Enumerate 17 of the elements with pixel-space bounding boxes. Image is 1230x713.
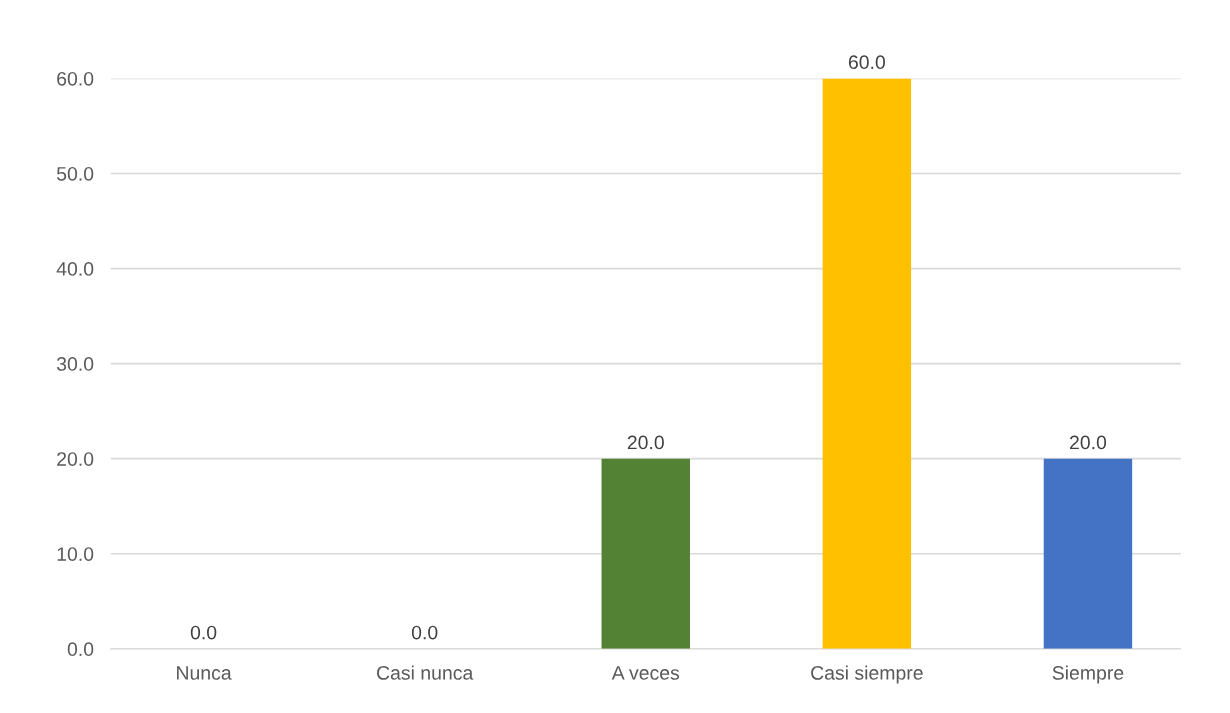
y-tick-label: 20.0: [57, 452, 94, 466]
x-tick-label: Nunca: [177, 666, 232, 680]
x-tick-label: Casi siempre: [811, 665, 923, 684]
data-label: 20.0: [1070, 435, 1107, 450]
data-label: 0.0: [411, 625, 438, 640]
y-tick-label: 50.0: [56, 166, 94, 181]
x-tick-label: Siempre: [1052, 665, 1124, 684]
data-label: 0.0: [190, 625, 217, 640]
x-tick-label: Casi nunca: [377, 665, 474, 680]
y-tick-label: 60.0: [57, 71, 94, 86]
y-tick-label: 10.0: [57, 547, 94, 561]
data-label: 20.0: [627, 435, 664, 450]
data-label: 60.0: [848, 55, 886, 70]
y-tick-label: 30.0: [56, 357, 94, 371]
y-tick-label: 40.0: [56, 262, 94, 276]
y-tick-label: 0.0: [67, 642, 94, 657]
x-tick-label: A veces: [611, 666, 680, 680]
